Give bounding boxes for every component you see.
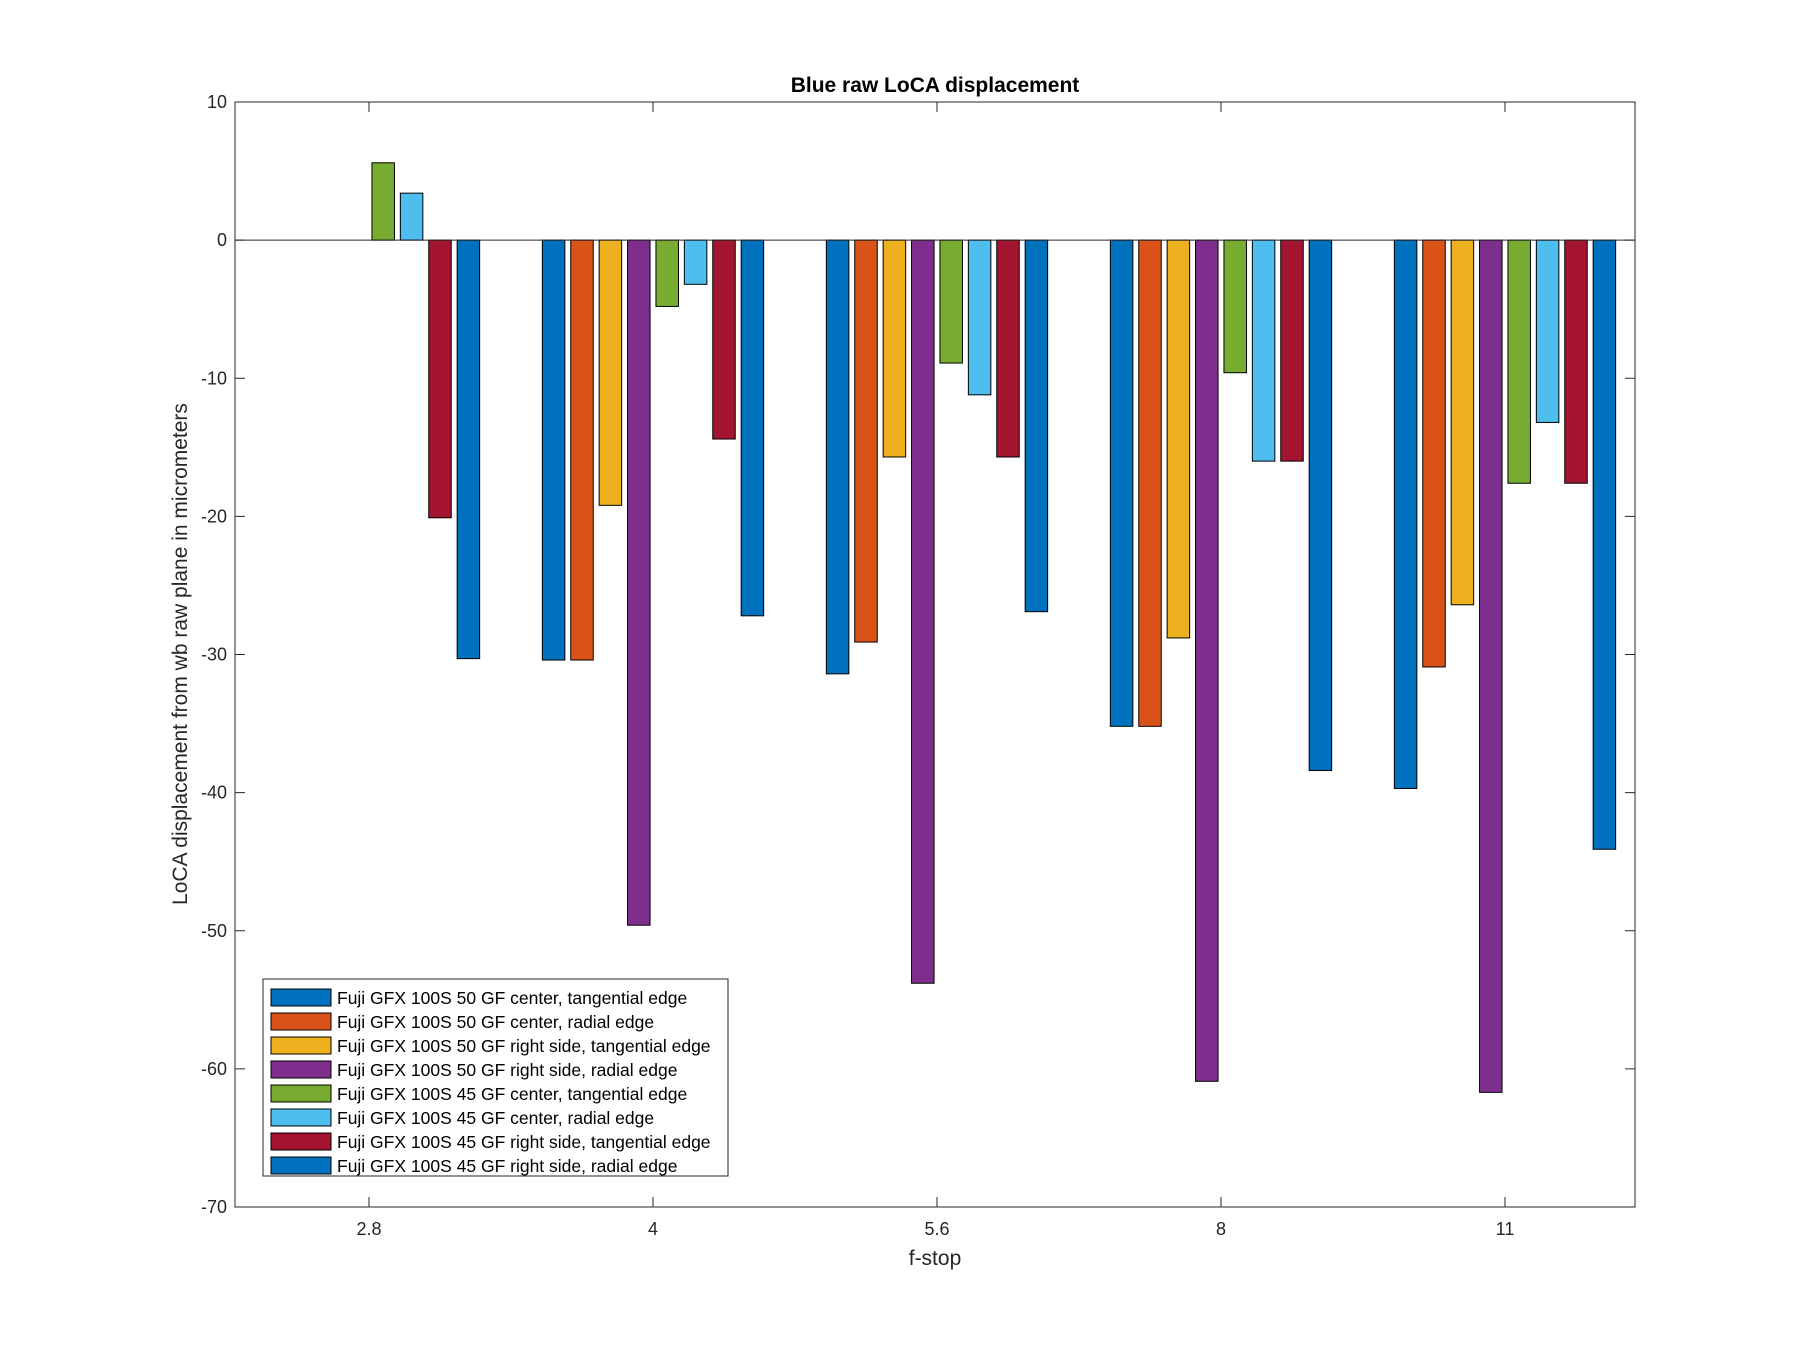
bars-group	[371, 162, 1617, 1093]
bar-s5-11	[1507, 239, 1531, 484]
y-tick-label: 0	[217, 230, 227, 250]
bar-s1-8	[1109, 239, 1134, 727]
bar-s6-4	[683, 239, 708, 285]
bar-s4-8	[1195, 239, 1219, 1082]
legend-label: Fuji GFX 100S 50 GF right side, radial e…	[337, 1060, 677, 1080]
bar-s6-8	[1251, 239, 1276, 462]
legend-swatch	[270, 1132, 332, 1151]
bar-s7-4	[712, 239, 736, 440]
y-tick-label: 10	[207, 92, 227, 112]
legend-label: Fuji GFX 100S 45 GF center, radial edge	[337, 1108, 654, 1128]
y-axis: 10 0 -10 -20 -30 -40 -50 -60 -70	[201, 92, 1635, 1217]
bar-s1-4	[541, 239, 566, 661]
x-tick-label: 8	[1216, 1219, 1226, 1239]
y-tick-label: -50	[201, 921, 227, 941]
bar-s6-11	[1535, 239, 1560, 423]
x-tick-label: 5.6	[924, 1219, 949, 1239]
legend-swatch	[270, 1156, 332, 1175]
bar-s6-5_6	[967, 239, 992, 396]
bar-s8-11	[1592, 239, 1617, 850]
legend-swatch	[270, 1108, 332, 1127]
legend-label: Fuji GFX 100S 45 GF right side, tangenti…	[337, 1132, 711, 1152]
y-tick-label: -30	[201, 645, 227, 665]
bar-s1-5_6	[825, 239, 850, 675]
legend-label: Fuji GFX 100S 50 GF center, tangential e…	[337, 988, 687, 1008]
chart-title: Blue raw LoCA displacement	[791, 74, 1080, 97]
legend: Fuji GFX 100S 50 GF center, tangential e…	[262, 978, 729, 1177]
bar-s5-2_8	[371, 162, 395, 241]
bar-s3-8	[1166, 239, 1191, 639]
bar-s5-5_6	[939, 239, 963, 364]
legend-swatch	[270, 1036, 332, 1055]
legend-label: Fuji GFX 100S 50 GF center, radial edge	[337, 1012, 654, 1032]
bar-s2-4	[570, 239, 594, 661]
legend-box	[262, 978, 729, 1177]
y-tick-label: -20	[201, 506, 227, 526]
bar-s2-5_6	[854, 239, 878, 643]
bar-s3-5_6	[882, 239, 907, 458]
x-tick-label: 11	[1496, 1219, 1515, 1239]
bar-s8-2_8	[456, 239, 481, 660]
bar-s7-5_6	[996, 239, 1020, 458]
bar-s6-2_8	[399, 192, 424, 241]
bar-s4-5_6	[911, 239, 935, 984]
bar-s7-11	[1564, 239, 1588, 484]
bar-s3-11	[1450, 239, 1475, 606]
bar-s5-8	[1223, 239, 1247, 374]
legend-label: Fuji GFX 100S 50 GF right side, tangenti…	[337, 1036, 711, 1056]
legend-label: Fuji GFX 100S 45 GF right side, radial e…	[337, 1156, 677, 1176]
bar-s8-8	[1308, 239, 1333, 772]
bar-s7-8	[1280, 239, 1304, 462]
bar-s2-11	[1422, 239, 1446, 668]
x-axis-title: f-stop	[909, 1247, 962, 1270]
legend-label: Fuji GFX 100S 45 GF center, tangential e…	[337, 1084, 687, 1104]
bar-s5-4	[655, 239, 679, 307]
y-tick-label: -10	[201, 368, 227, 388]
legend-swatch	[270, 1084, 332, 1103]
bar-s2-8	[1138, 239, 1162, 727]
legend-swatch	[270, 1060, 332, 1079]
bar-s8-5_6	[1024, 239, 1049, 613]
y-tick-label: -40	[201, 783, 227, 803]
x-axis: 2.8 4 5.6 8 11	[356, 102, 1514, 1239]
y-axis-title: LoCA displacement from wb raw plane in m…	[169, 403, 192, 905]
bar-s8-4	[740, 239, 765, 617]
legend-swatch	[270, 988, 332, 1007]
bar-s4-4	[627, 239, 651, 926]
y-tick-label: -70	[201, 1197, 227, 1217]
bar-s1-11	[1393, 239, 1418, 789]
y-tick-label: -60	[201, 1059, 227, 1079]
legend-swatch	[270, 1012, 332, 1031]
bar-s4-11	[1479, 239, 1503, 1093]
x-tick-label: 2.8	[356, 1219, 381, 1239]
x-tick-label: 4	[648, 1219, 658, 1239]
bar-s7-2_8	[428, 239, 452, 519]
bar-s3-4	[598, 239, 623, 506]
